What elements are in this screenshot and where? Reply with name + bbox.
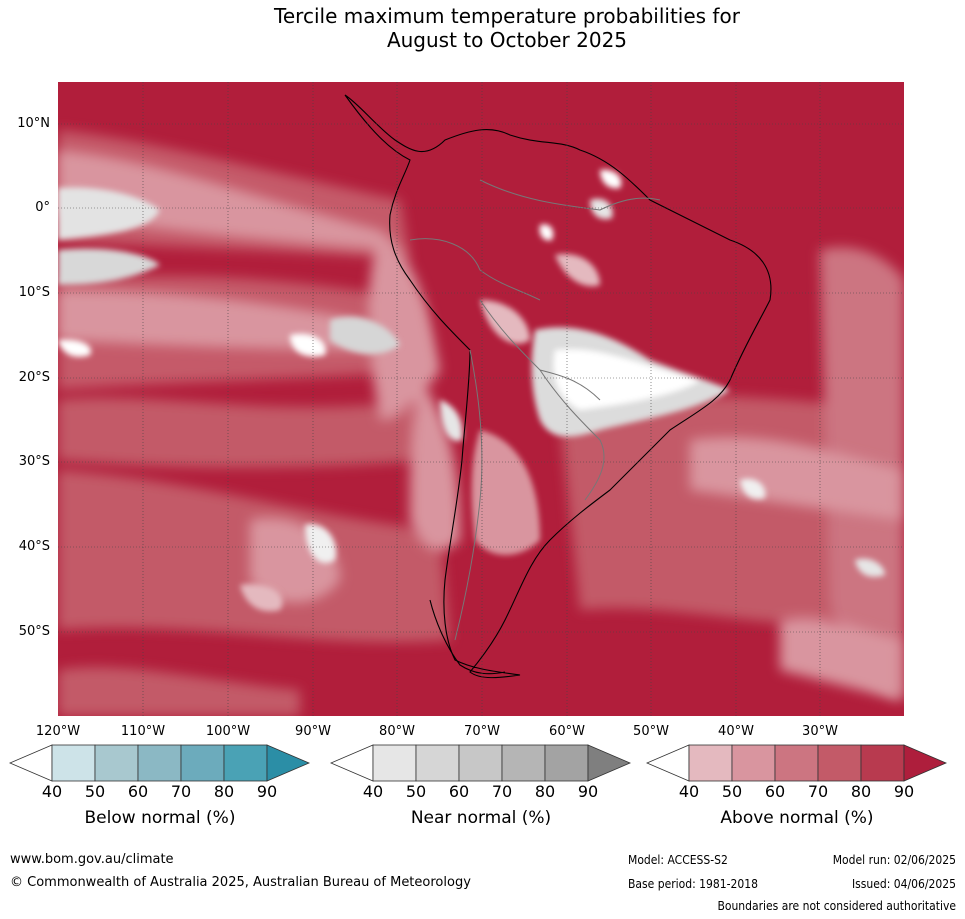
footer-website: www.bom.gov.au/climate	[10, 852, 174, 867]
map-title: Tercile maximum temperature probabilitie…	[0, 4, 965, 52]
lat-tick-0: 0°	[35, 200, 50, 215]
lon-tick-100w: 100°W	[205, 724, 251, 739]
field-above-50-60	[58, 150, 900, 700]
lon-tick-90w: 90°W	[295, 724, 331, 739]
colorbar-above-high-extend	[903, 744, 948, 782]
lat-tick-40s: 40°S	[18, 539, 50, 554]
colorbar-near-tick: 80	[534, 782, 556, 801]
colorbar-label-below: Below normal (%)	[84, 808, 236, 828]
lat-tick-10n: 10°N	[17, 116, 50, 131]
lat-tick-10s: 10°S	[18, 285, 50, 300]
colorbar-near-tick: 60	[448, 782, 470, 801]
colorbar-below-segment	[51, 744, 96, 782]
colorbar-near-segment	[458, 744, 503, 782]
colorbars	[8, 744, 948, 782]
colorbar-near-low-extend	[329, 744, 374, 782]
colorbar-below-segment	[180, 744, 225, 782]
lon-tick-110w: 110°W	[120, 724, 166, 739]
colorbar-near-segment	[544, 744, 589, 782]
lat-tick-20s: 20°S	[18, 370, 50, 385]
colorbar-near-tick: 90	[577, 782, 599, 801]
coastlines	[344, 94, 772, 679]
colorbar-near-high-extend	[587, 744, 632, 782]
colorbar-above-segment	[817, 744, 862, 782]
colorbar-above-segment	[860, 744, 905, 782]
colorbar-near-segment	[415, 744, 460, 782]
colorbar-below-tick: 80	[213, 782, 235, 801]
footer-issued: Issued: 04/06/2025	[851, 877, 956, 891]
field-near-normal	[58, 169, 885, 612]
lon-tick-30w: 30°W	[802, 724, 838, 739]
footer-model-run: Model run: 02/06/2025	[832, 853, 956, 867]
colorbar-below-tick: 60	[127, 782, 149, 801]
lon-tick-120w: 120°W	[35, 724, 81, 739]
colorbar-below-segment	[223, 744, 268, 782]
country-borders	[409, 179, 661, 641]
colorbar-near-tick: 50	[405, 782, 427, 801]
lat-tick-50s: 50°S	[18, 624, 50, 639]
colorbar-below-segment	[94, 744, 139, 782]
colorbar-near-tick: 70	[491, 782, 513, 801]
colorbar-below-tick: 70	[170, 782, 192, 801]
colorbar-above-tick: 90	[893, 782, 915, 801]
colorbar-below-tick: 90	[256, 782, 278, 801]
lon-tick-80w: 80°W	[379, 724, 415, 739]
graticule	[58, 82, 904, 716]
colorbar-near-tick: 40	[362, 782, 384, 801]
colorbar-near-segment	[372, 744, 417, 782]
title-line-1: Tercile maximum temperature probabilitie…	[274, 4, 740, 28]
colorbar-above-tick: 50	[721, 782, 743, 801]
footer-disclaimer: Boundaries are not considered authoritat…	[717, 899, 956, 913]
colorbar-above-tick: 80	[850, 782, 872, 801]
colorbar-above-segment	[688, 744, 733, 782]
colorbar-above-tick: 70	[807, 782, 829, 801]
colorbar-above-low-extend	[645, 744, 690, 782]
footer-model: Model: ACCESS-S2	[628, 853, 728, 867]
colorbar-above-segment	[774, 744, 819, 782]
title-line-2: August to October 2025	[386, 28, 628, 52]
colorbar-above-segment	[731, 744, 776, 782]
colorbar-label-near: Near normal (%)	[410, 808, 552, 828]
lat-tick-30s: 30°S	[18, 454, 50, 469]
map-field	[58, 82, 904, 716]
lon-tick-50w: 50°W	[633, 724, 669, 739]
footer-base-period: Base period: 1981-2018	[628, 877, 759, 891]
colorbar-near-segment	[501, 744, 546, 782]
colorbar-below-low-extend	[8, 744, 53, 782]
colorbar-above-tick: 40	[678, 782, 700, 801]
colorbar-below-segment	[137, 744, 182, 782]
lon-tick-70w: 70°W	[464, 724, 500, 739]
colorbar-below-tick: 40	[41, 782, 63, 801]
lon-tick-40w: 40°W	[718, 724, 754, 739]
footer-copyright: © Commonwealth of Australia 2025, Austra…	[10, 875, 471, 890]
lon-tick-60w: 60°W	[549, 724, 585, 739]
colorbar-above-tick: 60	[764, 782, 786, 801]
colorbar-below-tick: 50	[84, 782, 106, 801]
colorbar-below-high-extend	[266, 744, 311, 782]
colorbar-label-above: Above normal (%)	[720, 808, 874, 828]
